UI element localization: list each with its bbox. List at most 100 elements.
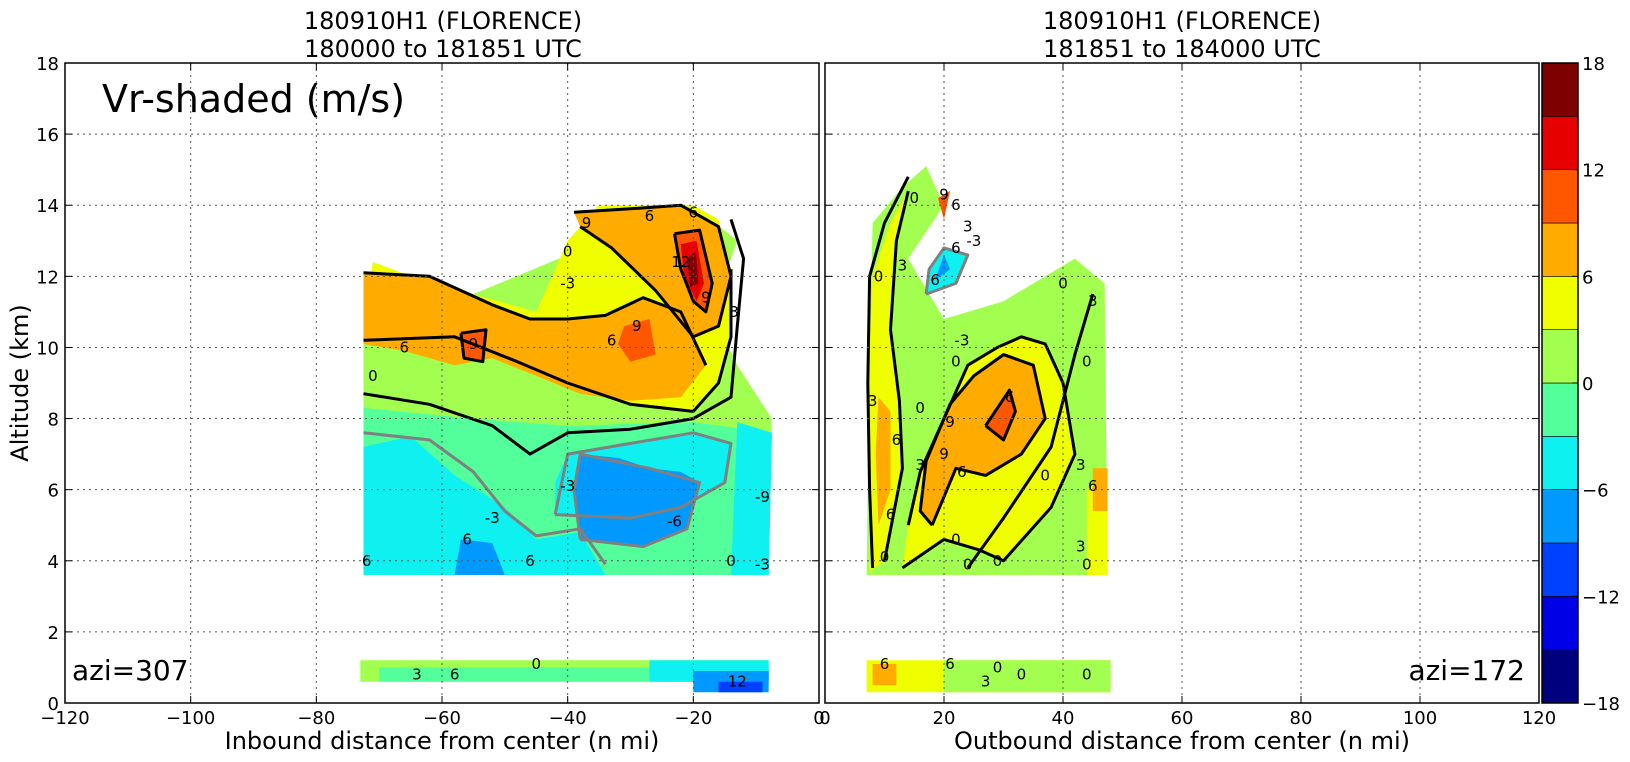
y-tick-label: 14 (36, 196, 59, 217)
left-contour-label: 9 (582, 214, 592, 232)
right-contour-label: 3 (963, 218, 973, 236)
left-x-tick-label: −60 (423, 708, 461, 729)
y-tick-label: 18 (36, 54, 59, 75)
left-contour-line (363, 218, 746, 456)
right-shaded-region (1092, 468, 1108, 511)
left-shaded-region (454, 539, 505, 575)
right-title-line2: 181851 to 184000 UTC (1043, 35, 1321, 63)
right-contour-label: 0 (951, 530, 961, 548)
left-title-line1: 180910H1 (FLORENCE) (304, 7, 582, 35)
left-contour-label: 6 (525, 552, 535, 570)
left-contour-label: 9 (632, 317, 642, 335)
panel-label: Vr-shaded (m/s) (102, 77, 405, 121)
right-contour-label: 0 (880, 548, 890, 566)
right-contour-label: 6 (930, 271, 940, 289)
right-contour-label: 3 (1088, 292, 1098, 310)
colorbar-tick-label: −12 (1582, 587, 1620, 608)
left-contour-label: 0 (563, 242, 573, 260)
right-contour-label: 6 (951, 239, 961, 257)
left-contour-label: 6 (462, 530, 472, 548)
colorbar-tick-label: 12 (1582, 161, 1605, 182)
left-contour-label: -3 (485, 509, 500, 527)
right-contour-label: 0 (1082, 555, 1092, 573)
left-x-tick-label: −100 (166, 708, 215, 729)
right-contour-label: 6 (945, 655, 955, 673)
colorbar-tick-label: −18 (1582, 694, 1620, 715)
left-contour-label: -3 (560, 274, 575, 292)
right-contour-label: 6 (1005, 388, 1015, 406)
left-contour-label: -6 (667, 513, 682, 531)
right-contour-label: 6 (957, 463, 967, 481)
right-x-tick-label: 100 (1403, 708, 1437, 729)
right-contour-label: 0 (993, 552, 1003, 570)
colorbar-swatch (1541, 436, 1579, 490)
right-contour-label: 3 (1076, 456, 1086, 474)
right-shaded-region (872, 663, 897, 686)
right-contour-line (918, 353, 1047, 527)
colorbar: −18 −12 −6 0 6 12 18 (1541, 54, 1620, 715)
right-contour-line (984, 388, 1017, 442)
left-contour-line (459, 328, 488, 364)
left-contour-label: 6 (400, 338, 410, 356)
right-contour-label: 3 (1076, 538, 1086, 556)
left-contour-label: 6 (645, 207, 655, 225)
left-shaded-field (360, 205, 772, 693)
left-x-tick-label: −120 (40, 708, 89, 729)
right-x-tick-label: 20 (933, 708, 956, 729)
right-contour-label: -3 (954, 331, 969, 349)
left-contour-label: -3 (755, 555, 770, 573)
right-contour-label: -3 (966, 232, 981, 250)
left-shaded-region (718, 681, 763, 693)
left-contour-label: 6 (689, 203, 699, 221)
left-contour-line (572, 452, 702, 549)
y-tick-label: 6 (48, 481, 59, 502)
left-shaded-region (363, 436, 606, 575)
colorbar-swatch (1541, 222, 1579, 277)
right-contour-line (966, 293, 1095, 569)
left-contour-label: 6 (607, 331, 617, 349)
colorbar-swatch (1541, 596, 1579, 650)
right-x-tick-label: 60 (1171, 708, 1194, 729)
y-tick-label: 12 (36, 267, 59, 288)
left-x-axis-label: Inbound distance from center (n mi) (225, 727, 660, 755)
right-contour-label: 6 (880, 655, 890, 673)
right-contour-label: 9 (939, 186, 949, 204)
left-x-tick-label: −80 (297, 708, 335, 729)
left-x-tick-label: −20 (674, 708, 712, 729)
right-azimuth-label: azi=172 (1408, 654, 1525, 687)
colorbar-tick-label: 0 (1582, 374, 1593, 395)
left-contour-line (573, 203, 733, 339)
left-shaded-region (687, 251, 699, 287)
left-y-ticks: 0 2 4 6 8 10 12 14 16 18 (36, 54, 59, 715)
colorbar-swatch (1541, 542, 1579, 597)
left-contour-label: 9 (469, 335, 479, 353)
left-x-tick-label: −40 (549, 708, 587, 729)
right-contour-label: 6 (886, 506, 896, 524)
left-title-line2: 180000 to 181851 UTC (304, 35, 582, 63)
left-contour-label: 3 (729, 303, 739, 321)
colorbar-swatch (1541, 62, 1579, 117)
left-contour-line (673, 228, 714, 314)
left-grid (65, 63, 819, 703)
right-shaded-field (866, 166, 1111, 693)
right-contour-label: 0 (1082, 353, 1092, 371)
colorbar-tick-label: −6 (1582, 481, 1609, 502)
left-contour-label: 0 (532, 655, 542, 673)
right-contour-label: 3 (898, 257, 908, 275)
left-contour-label: 6 (450, 666, 460, 684)
right-x-tick-label: 0 (819, 708, 830, 729)
left-contour-label: 3 (412, 666, 422, 684)
right-contour-label: 0 (874, 267, 884, 285)
y-axis-label: Altitude (km) (6, 304, 34, 461)
y-tick-label: 4 (48, 552, 59, 573)
colorbar-swatch (1541, 116, 1579, 170)
left-contour-label: -3 (560, 477, 575, 495)
right-contour-label: 0 (1082, 666, 1092, 684)
right-contour-label: 0 (963, 555, 973, 573)
y-tick-label: 2 (48, 623, 59, 644)
right-contour-label: 6 (892, 431, 902, 449)
right-contour-label: 3 (868, 392, 878, 410)
